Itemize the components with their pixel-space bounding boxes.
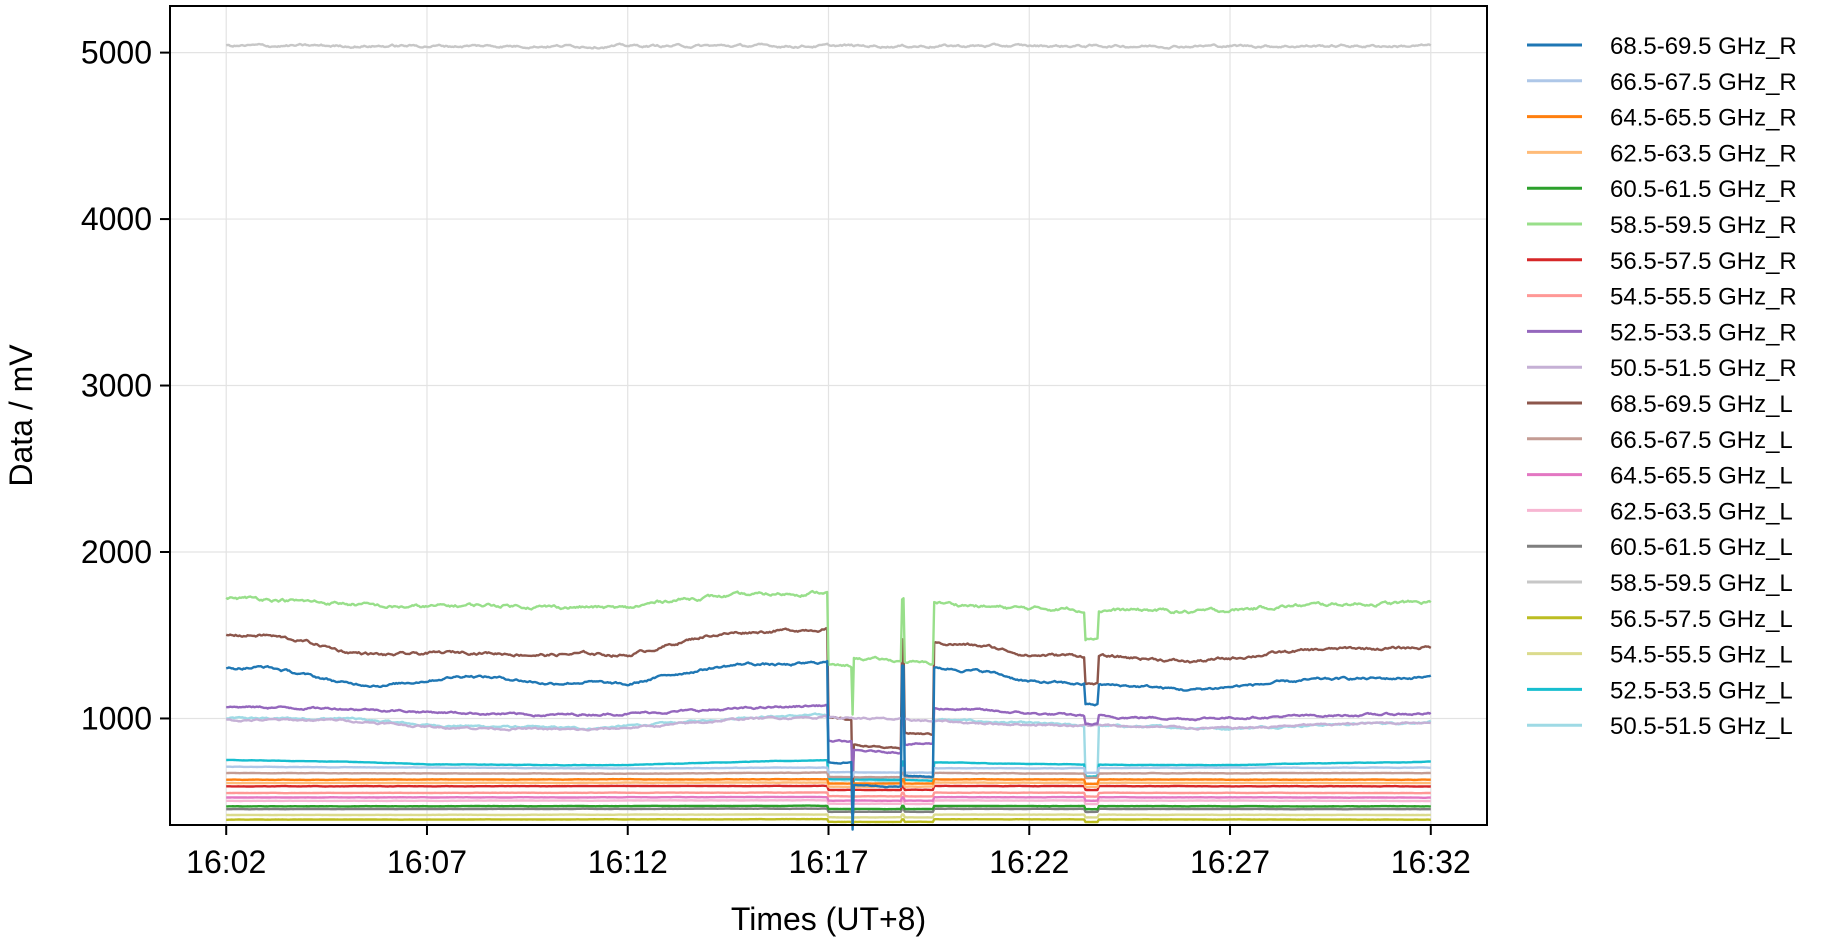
series-layer [225, 42, 1432, 831]
y-axis-label: Data / mV [3, 344, 39, 487]
legend: 68.5-69.5 GHz_R 66.5-67.5 GHz_R 64.5-65.5 … [1527, 33, 1797, 740]
legend-label: 50.5-51.5 GHz_L [1610, 713, 1793, 740]
x-tick-label: 16:27 [1190, 844, 1270, 880]
legend-label: 54.5-55.5 GHz_L [1610, 642, 1793, 669]
series-line [226, 798, 1431, 809]
x-tick-label: 16:22 [989, 844, 1069, 880]
legend-label: 62.5-63.5 GHz_R [1610, 140, 1797, 167]
y-tick-label: 3000 [81, 368, 152, 404]
series-line [226, 765, 1431, 778]
series-line [226, 795, 1431, 806]
series-line [226, 781, 1431, 792]
legend-label: 68.5-69.5 GHz_R [1610, 33, 1797, 60]
legend-label: 64.5-65.5 GHz_L [1610, 463, 1793, 490]
legend-label: 68.5-69.5 GHz_L [1610, 391, 1793, 418]
series-line [225, 42, 1432, 50]
legend-label: 60.5-61.5 GHz_L [1610, 534, 1793, 561]
series-line [226, 804, 1431, 814]
legend-label: 52.5-53.5 GHz_L [1610, 677, 1793, 704]
legend-label: 54.5-55.5 GHz_R [1610, 284, 1797, 311]
series-line [226, 784, 1431, 795]
y-axis: 1000 2000 3000 4000 5000 [81, 35, 170, 736]
series-line [226, 791, 1431, 802]
x-axis: 16:02 16:07 16:12 16:17 16:22 16:27 16:32 [186, 825, 1471, 880]
grid [170, 6, 1487, 825]
legend-label: 56.5-57.5 GHz_R [1610, 248, 1797, 275]
x-tick-label: 16:12 [588, 844, 668, 880]
series-line [225, 659, 1432, 831]
x-tick-label: 16:02 [186, 844, 266, 880]
legend-label: 62.5-63.5 GHz_L [1610, 498, 1793, 525]
legend-label: 60.5-61.5 GHz_R [1610, 176, 1797, 203]
x-tick-label: 16:32 [1391, 844, 1471, 880]
y-tick-label: 5000 [81, 35, 152, 71]
legend-label: 66.5-67.5 GHz_L [1610, 427, 1793, 454]
x-tick-label: 16:07 [387, 844, 467, 880]
series-line [226, 807, 1431, 816]
y-tick-label: 2000 [81, 534, 152, 570]
legend-label: 56.5-57.5 GHz_L [1610, 606, 1793, 633]
x-axis-label: Times (UT+8) [731, 901, 926, 937]
legend-label: 64.5-65.5 GHz_R [1610, 105, 1797, 132]
legend-label: 58.5-59.5 GHz_R [1610, 212, 1797, 239]
series-line [226, 777, 1431, 789]
legend-label: 50.5-51.5 GHz_R [1610, 355, 1797, 382]
series-line [226, 771, 1431, 783]
legend-label: 52.5-53.5 GHz_R [1610, 319, 1797, 346]
legend-label: 58.5-59.5 GHz_L [1610, 570, 1793, 597]
series-line [226, 758, 1431, 797]
x-tick-label: 16:17 [788, 844, 868, 880]
y-tick-label: 1000 [81, 700, 152, 736]
series-line [226, 817, 1431, 826]
series-line [225, 589, 1432, 716]
y-tick-label: 4000 [81, 201, 152, 237]
legend-label: 66.5-67.5 GHz_R [1610, 69, 1797, 96]
series-line [226, 813, 1431, 822]
